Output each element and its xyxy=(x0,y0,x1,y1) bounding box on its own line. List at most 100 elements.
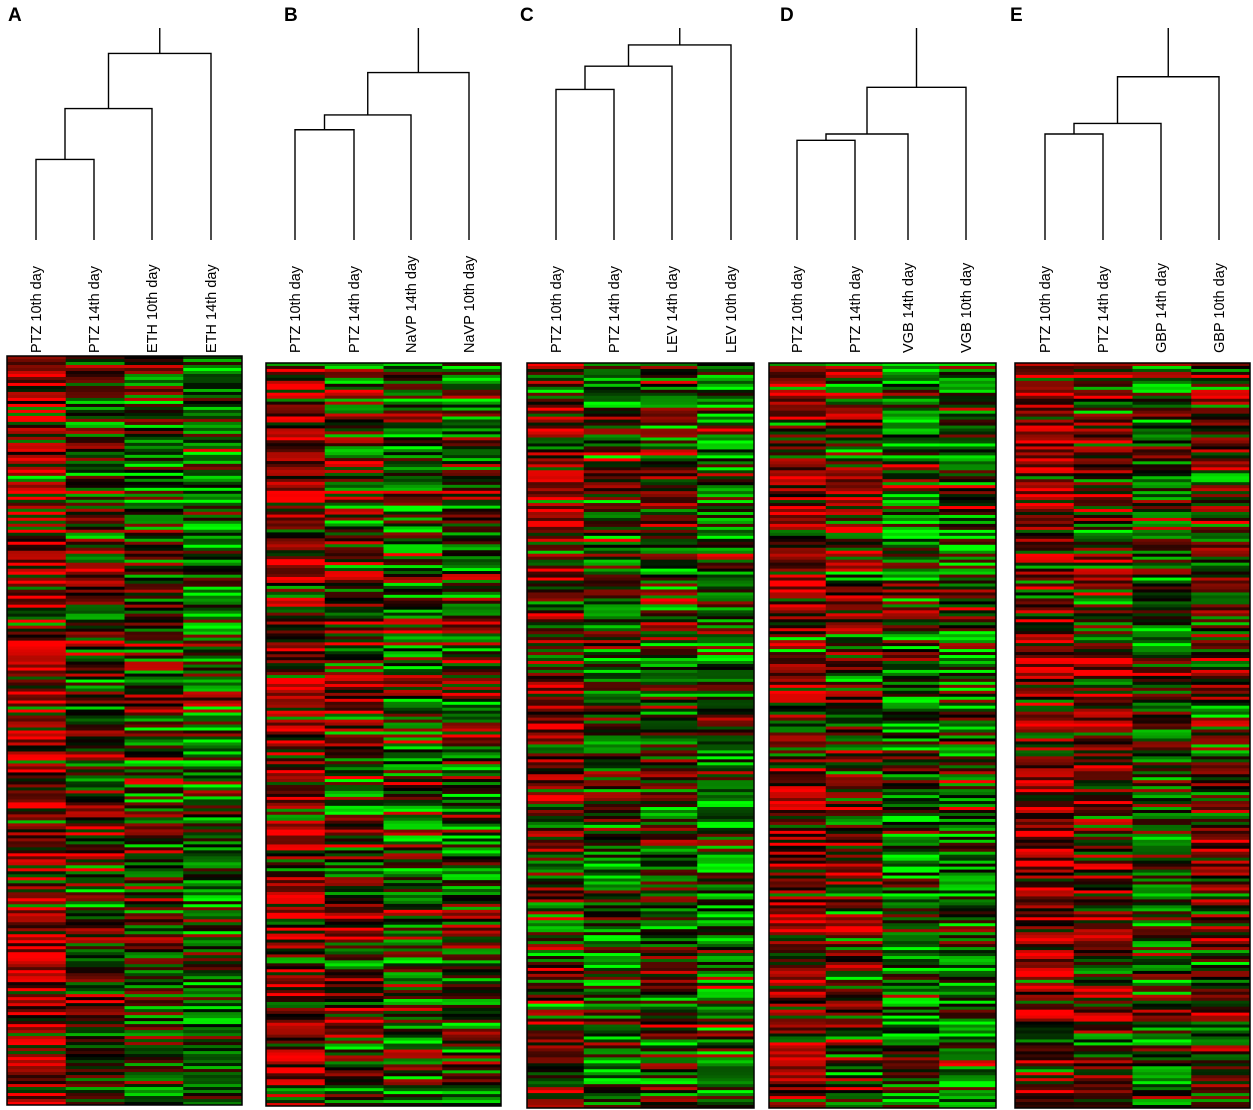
heatmap-cell xyxy=(383,645,443,649)
heatmap-cell xyxy=(7,1057,67,1061)
heatmap-cell xyxy=(65,880,125,884)
heatmap-cell xyxy=(266,493,326,498)
heatmap-cell xyxy=(825,848,883,853)
heatmap-cell xyxy=(583,672,641,677)
heatmap-cell xyxy=(124,790,184,794)
heatmap-cell xyxy=(183,739,243,743)
heatmap-cell xyxy=(383,770,443,774)
heatmap-cell xyxy=(124,442,184,447)
heatmap-cell xyxy=(7,922,67,926)
heatmap-cell xyxy=(697,720,755,724)
heatmap-cell xyxy=(7,667,67,671)
column-label: PTZ 10th day xyxy=(549,265,565,353)
heatmap-cell xyxy=(266,707,326,712)
heatmap-cell xyxy=(1073,386,1133,391)
dendrogram-branch xyxy=(64,107,153,240)
heatmap-cell xyxy=(527,1018,585,1022)
heatmap-cell xyxy=(939,392,997,397)
heatmap-cell xyxy=(266,550,326,554)
heatmap-cell xyxy=(442,582,502,587)
heatmap-cell xyxy=(697,556,755,561)
heatmap-cell xyxy=(825,845,883,850)
heatmap-cell xyxy=(183,1066,243,1070)
heatmap-cell xyxy=(1132,389,1192,394)
heatmap-cell xyxy=(7,415,67,420)
heatmap-cell xyxy=(324,770,384,774)
heatmap-cell xyxy=(583,503,641,507)
heatmap-cell xyxy=(583,666,641,671)
heatmap-cell xyxy=(1073,616,1133,620)
heatmap-cell xyxy=(383,681,443,685)
heatmap-cell xyxy=(939,768,997,772)
heatmap-cell xyxy=(640,860,698,864)
heatmap-cell xyxy=(324,1025,384,1030)
heatmap-cell xyxy=(65,958,125,962)
heatmap-cell xyxy=(882,902,940,906)
heatmap-cell xyxy=(640,577,698,581)
heatmap-cell xyxy=(825,363,883,367)
heatmap-cell xyxy=(697,526,755,531)
heatmap-cell xyxy=(266,734,326,738)
heatmap-cell xyxy=(583,449,641,453)
heatmap-cell xyxy=(769,628,827,632)
heatmap-cell xyxy=(65,964,125,968)
heatmap-cell xyxy=(825,658,883,662)
heatmap-cell xyxy=(383,1088,443,1092)
heatmap-cell xyxy=(1015,470,1075,474)
heatmap-cell xyxy=(7,505,67,510)
heatmap-cell xyxy=(825,637,883,641)
heatmap-cell xyxy=(1073,559,1133,564)
heatmap-cell xyxy=(65,754,125,758)
heatmap-cell xyxy=(183,451,243,456)
column-label: ETH 14th day xyxy=(204,264,220,353)
heatmap-cell xyxy=(442,948,502,952)
heatmap-cell xyxy=(583,401,641,406)
heatmap-cell xyxy=(383,437,443,441)
heatmap-cell xyxy=(583,392,641,397)
heatmap-cell xyxy=(183,415,243,420)
heatmap-cell xyxy=(124,658,184,662)
heatmap-cell xyxy=(65,982,125,986)
heatmap-cell xyxy=(769,848,827,853)
heatmap-cell xyxy=(825,365,883,370)
heatmap-cell xyxy=(697,699,755,704)
heatmap-cell xyxy=(583,753,641,757)
heatmap-cell xyxy=(7,484,67,489)
heatmap-cell xyxy=(266,1088,326,1092)
heatmap-cell xyxy=(825,410,883,415)
heatmap-cell xyxy=(1191,991,1251,996)
heatmap-cell xyxy=(697,899,755,903)
heatmap-cell xyxy=(1073,702,1133,707)
heatmap-cell xyxy=(527,1084,585,1088)
heatmap-cell xyxy=(882,1054,940,1058)
heatmap-cell xyxy=(7,430,67,435)
heatmap-cell xyxy=(183,832,243,836)
heatmap-cell xyxy=(1073,881,1133,885)
heatmap-cell xyxy=(1132,500,1192,504)
heatmap-cell xyxy=(442,603,502,608)
heatmap-cell xyxy=(183,979,243,983)
heatmap-cell xyxy=(324,553,384,557)
heatmap-cell xyxy=(769,789,827,793)
heatmap-cell xyxy=(183,553,243,558)
heatmap-cell xyxy=(183,823,243,827)
heatmap-cell xyxy=(825,497,883,501)
heatmap-cell xyxy=(697,386,755,391)
heatmap-cell xyxy=(825,517,883,522)
heatmap-cell xyxy=(324,1067,384,1071)
heatmap-cell xyxy=(769,446,827,450)
heatmap-cell xyxy=(769,589,827,593)
heatmap-cell xyxy=(383,511,443,515)
heatmap-cell xyxy=(640,589,698,593)
heatmap-cell xyxy=(882,494,940,498)
heatmap-cell xyxy=(324,490,384,495)
heatmap-cell xyxy=(7,421,67,426)
heatmap-cell xyxy=(1191,512,1251,516)
heatmap-cell xyxy=(697,872,755,876)
heatmap-cell xyxy=(640,923,698,927)
heatmap-cell xyxy=(65,1033,125,1037)
heatmap-cell xyxy=(124,535,184,540)
heatmap-cell xyxy=(769,711,827,715)
heatmap-cell xyxy=(939,363,997,367)
heatmap-cell xyxy=(383,1100,443,1104)
